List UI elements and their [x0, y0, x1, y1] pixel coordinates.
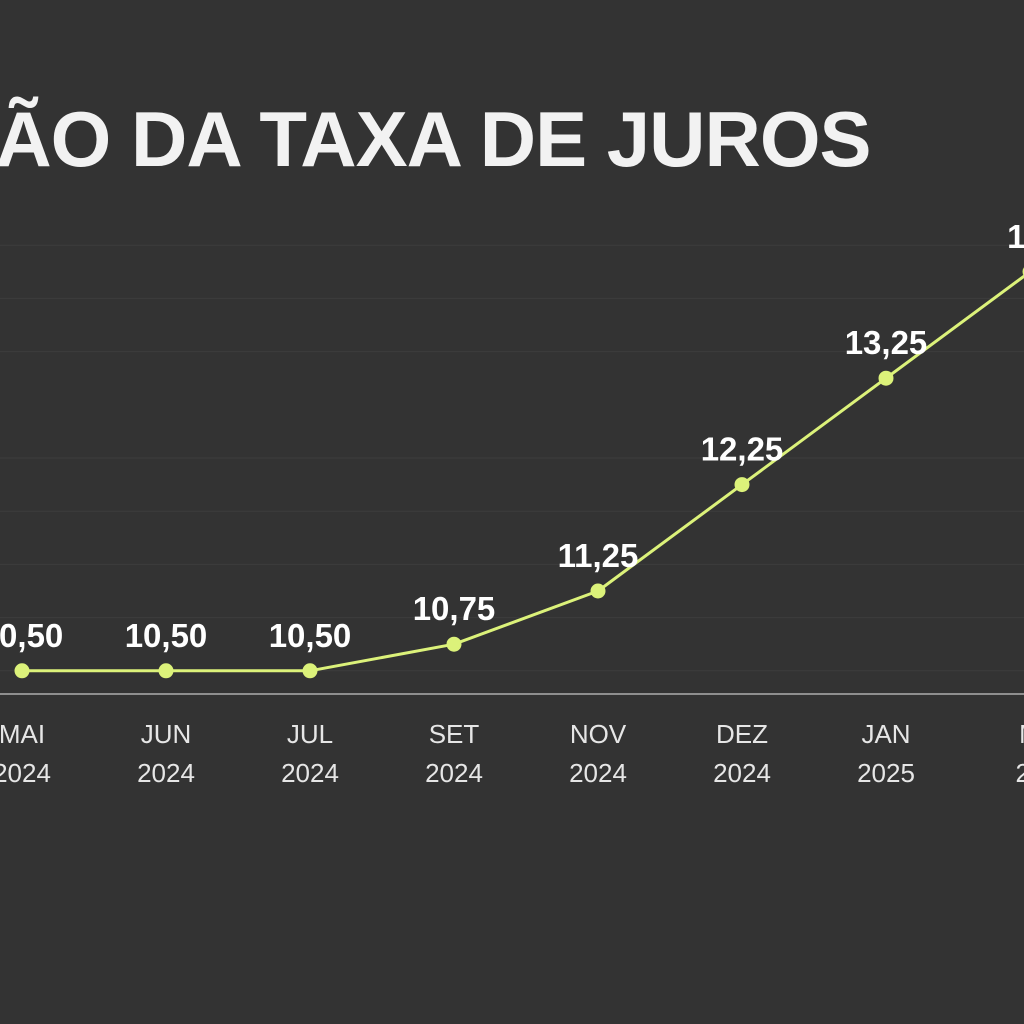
data-point: [302, 663, 318, 679]
x-tick-month: MAI: [0, 719, 45, 749]
x-tick-year: 2024: [425, 758, 483, 788]
x-tick-month: M: [1019, 719, 1024, 749]
value-label: 10,75: [413, 590, 496, 627]
x-tick-labels: MAI 2024 JUN 2024 JUL 2024 SET 2024 NOV 2024 DEZ 20…: [0, 719, 1024, 788]
value-label: 14,: [1007, 218, 1024, 255]
x-tick-year: 2024: [713, 758, 771, 788]
value-label: 13,25: [845, 324, 928, 361]
data-point: [158, 663, 174, 679]
x-tick-year: 2024: [569, 758, 627, 788]
x-tick-year: 2024: [281, 758, 339, 788]
x-tick-month: DEZ: [716, 719, 768, 749]
value-label: 10,50: [0, 617, 63, 654]
value-labels: 10,50 10,50 10,50 10,75 11,25 12,25 13,25 14,: [0, 218, 1024, 654]
value-label: 10,50: [269, 617, 352, 654]
value-label: 11,25: [558, 537, 639, 574]
value-label: 12,25: [701, 431, 784, 468]
value-label: 10,50: [125, 617, 208, 654]
gridlines: [0, 244, 1024, 672]
x-tick-month: JUN: [141, 719, 192, 749]
x-tick-month: SET: [429, 719, 480, 749]
x-tick-year: 20: [1016, 758, 1024, 788]
chart-title: ÇÃO DA TAXA DE JUROS: [0, 95, 872, 183]
x-tick-year: 2024: [137, 758, 195, 788]
x-tick-month: JAN: [861, 719, 910, 749]
data-points: [14, 267, 1024, 679]
data-point: [14, 663, 30, 679]
data-point: [590, 583, 606, 599]
data-point: [734, 477, 750, 493]
x-tick-year: 2024: [0, 758, 51, 788]
x-tick-month: NOV: [570, 719, 627, 749]
x-tick-month: JUL: [287, 719, 333, 749]
series-line: [20, 274, 1024, 673]
data-point: [878, 370, 894, 386]
data-point: [446, 636, 462, 652]
x-tick-year: 2025: [857, 758, 915, 788]
